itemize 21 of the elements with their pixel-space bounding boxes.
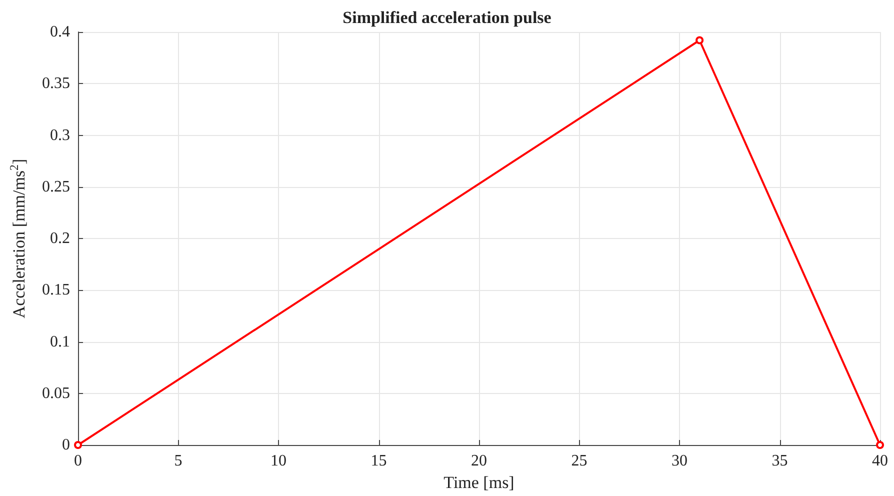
- y-tick-label: 0.2: [50, 230, 70, 247]
- y-tick-label: 0: [62, 436, 70, 454]
- x-tick-label: 40: [872, 452, 888, 470]
- x-tick-label: 20: [471, 452, 487, 470]
- y-tick-label: 0.35: [42, 75, 70, 92]
- x-axis-title: Time [ms]: [444, 472, 514, 492]
- x-tick-label: 10: [270, 452, 286, 470]
- y-tick-label: 0.3: [50, 126, 70, 144]
- y-tick-label: 0.05: [42, 384, 70, 402]
- chart-title: Simplified acceleration pulse: [342, 8, 552, 27]
- x-tick-label: 35: [772, 452, 788, 470]
- x-tick-label: 25: [571, 452, 588, 470]
- y-axis-title: Acceleration [mm/ms2]: [7, 158, 28, 318]
- x-tick-label: 15: [370, 452, 387, 470]
- x-tick-label: 5: [174, 452, 182, 470]
- y-tick-label: 0.1: [50, 333, 70, 350]
- y-tick-label: 0.25: [42, 178, 70, 196]
- x-tick-label: 0: [74, 452, 82, 470]
- y-tick-label: 0.15: [42, 282, 70, 299]
- x-tick-label: 30: [672, 452, 688, 470]
- y-tick-label: 0.4: [50, 24, 70, 40]
